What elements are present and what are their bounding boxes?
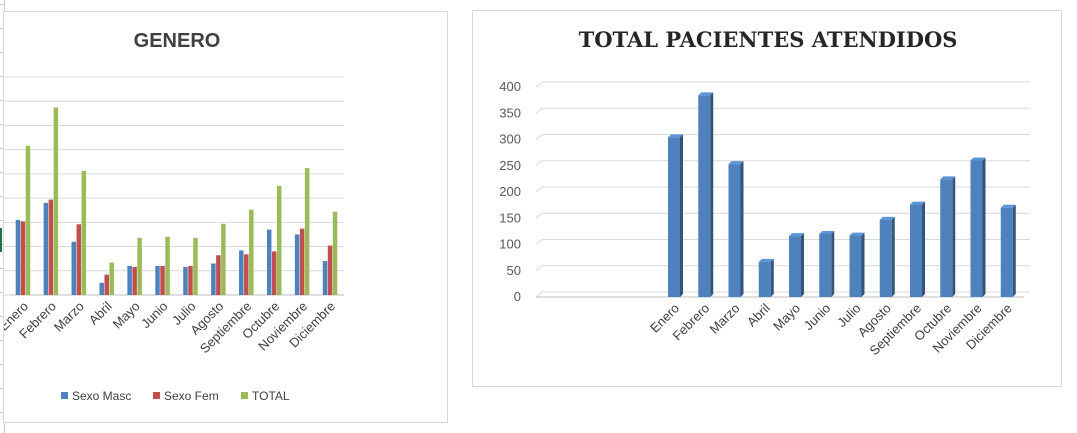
bar-marzo: [728, 161, 744, 297]
bar-sexo-masc-agosto: [211, 263, 216, 295]
legend-label: Sexo Fem: [164, 389, 219, 403]
bar-sexo-fem-abril: [104, 274, 109, 295]
bar-total-agosto: [221, 223, 226, 295]
bar-sexo-masc-enero: [15, 219, 21, 295]
gridline: [535, 291, 1030, 298]
cell-selection-marker: [0, 228, 2, 252]
total-pacientes-chart: TOTAL PACIENTES ATENDIDOS 0 50 100 150 200 25…: [499, 27, 1030, 358]
bar-total-abril: [109, 262, 114, 295]
bar-sexo-masc-diciembre: [322, 261, 328, 295]
bar-octubre: [940, 176, 956, 297]
category-label: Junio: [138, 299, 171, 332]
category-label: Abril: [744, 300, 773, 329]
bar-total-marzo: [81, 170, 87, 295]
y-tick-label: 200: [499, 184, 521, 199]
bar-total-octubre: [276, 186, 282, 295]
y-tick-label: 250: [499, 158, 521, 173]
gridline: [535, 265, 1030, 272]
bar-agosto: [879, 216, 895, 297]
y-tick-label: 350: [499, 105, 521, 120]
total-pacientes-chart-panel[interactable]: TOTAL PACIENTES ATENDIDOS 0 50 100 150 200 25…: [472, 10, 1062, 387]
category-label: Junio: [801, 301, 834, 334]
bar-noviembre: [970, 157, 986, 297]
legend-swatch: [61, 392, 68, 399]
bar-sexo-fem-febrero: [48, 199, 54, 295]
legend-label: Sexo Masc: [72, 389, 131, 403]
y-tick-label: 0: [514, 289, 521, 304]
bar-sexo-fem-septiembre: [244, 254, 249, 295]
category-label: Mayo: [110, 299, 143, 332]
bar-total-febrero: [53, 107, 59, 296]
bar-total-julio: [193, 237, 198, 295]
bar-sexo-fem-diciembre: [327, 245, 333, 295]
bar-julio: [849, 232, 865, 297]
bar-total-enero: [25, 145, 31, 295]
gridline: [535, 107, 1030, 114]
category-label: Marzo: [706, 301, 742, 337]
y-tick-label: 50: [507, 263, 521, 278]
y-tick-label: 400: [499, 79, 521, 94]
bar-sexo-masc-febrero: [43, 202, 49, 295]
gridline: [535, 81, 1030, 88]
bar-septiembre: [910, 201, 925, 297]
bar-diciembre: [1000, 204, 1016, 297]
y-tick-label: 100: [499, 237, 521, 252]
gridline: [535, 239, 1030, 245]
bar-total-septiembre: [249, 209, 254, 295]
bar-sexo-fem-noviembre: [299, 228, 305, 295]
bar-mayo: [789, 233, 804, 297]
bar-junio: [819, 231, 835, 297]
bar-enero: [668, 134, 683, 297]
gridline: [535, 160, 1030, 167]
y-tick-label: 150: [499, 210, 521, 225]
chart-title: GENERO: [134, 30, 221, 52]
legend-swatch: [241, 392, 248, 399]
bar-febrero: [698, 92, 714, 298]
bar-sexo-masc-septiembre: [239, 250, 244, 295]
bar-sexo-fem-julio: [188, 265, 193, 295]
bar-total-noviembre: [304, 168, 310, 295]
legend-swatch: [153, 392, 160, 399]
bar-sexo-masc-marzo: [71, 241, 77, 295]
category-label: Marzo: [51, 299, 87, 335]
genero-chart-panel[interactable]: GENERO Enero Febrero Marzo Abril Mayo Junio Ju…: [3, 11, 448, 423]
chart-title: TOTAL PACIENTES ATENDIDOS: [579, 27, 958, 52]
bar-sexo-fem-mayo: [132, 266, 137, 295]
gridline: [535, 134, 1030, 140]
bar-sexo-masc-noviembre: [294, 234, 300, 295]
gridline: [535, 212, 1030, 219]
genero-chart: GENERO EneroFebreroMarzoAbrilMayoJunioJu…: [4, 30, 344, 403]
bar-sexo-fem-enero: [20, 221, 26, 295]
bar-sexo-masc-octubre: [266, 229, 272, 295]
bar-total-diciembre: [332, 211, 338, 295]
gridline: [535, 186, 1030, 193]
bar-abril: [758, 258, 774, 297]
bar-sexo-fem-agosto: [216, 255, 221, 295]
legend-label: TOTAL: [252, 389, 290, 403]
bar-sexo-masc-mayo: [127, 265, 132, 295]
bar-sexo-masc-junio: [155, 265, 160, 295]
bar-sexo-fem-junio: [160, 265, 165, 295]
bar-sexo-fem-octubre: [271, 251, 277, 295]
bar-sexo-masc-julio: [183, 266, 188, 295]
bar-total-junio: [165, 236, 170, 295]
bar-sexo-fem-marzo: [76, 224, 82, 295]
category-label: Mayo: [770, 301, 803, 334]
bar-total-mayo: [137, 237, 142, 295]
bar-sexo-masc-abril: [99, 282, 104, 295]
y-tick-label: 300: [499, 132, 521, 147]
